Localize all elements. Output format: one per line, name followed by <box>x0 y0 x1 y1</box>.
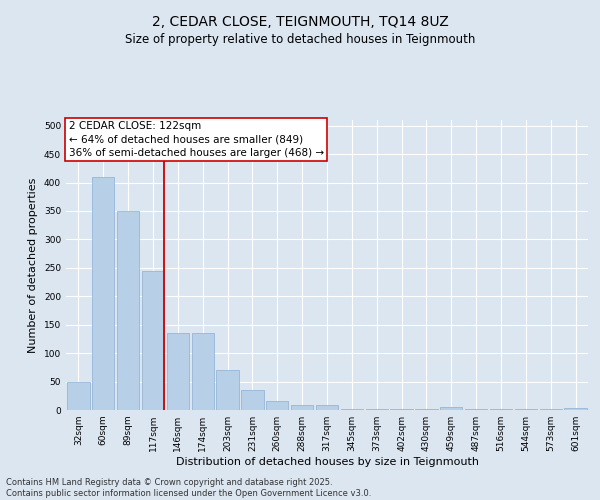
Bar <box>191 333 214 410</box>
Bar <box>415 409 437 410</box>
Bar <box>539 409 562 410</box>
Bar <box>565 408 587 410</box>
Bar <box>490 409 512 410</box>
Bar <box>92 177 115 410</box>
Bar <box>291 406 313 410</box>
Bar <box>465 409 487 410</box>
Bar <box>117 211 139 410</box>
X-axis label: Distribution of detached houses by size in Teignmouth: Distribution of detached houses by size … <box>176 457 479 467</box>
Bar <box>316 406 338 410</box>
Bar <box>365 409 388 410</box>
Text: 2, CEDAR CLOSE, TEIGNMOUTH, TQ14 8UZ: 2, CEDAR CLOSE, TEIGNMOUTH, TQ14 8UZ <box>152 15 448 29</box>
Text: Size of property relative to detached houses in Teignmouth: Size of property relative to detached ho… <box>125 32 475 46</box>
Bar <box>266 402 289 410</box>
Bar <box>167 333 189 410</box>
Bar <box>515 409 537 410</box>
Bar <box>241 390 263 410</box>
Text: 2 CEDAR CLOSE: 122sqm
← 64% of detached houses are smaller (849)
36% of semi-det: 2 CEDAR CLOSE: 122sqm ← 64% of detached … <box>68 122 324 158</box>
Bar <box>67 382 89 410</box>
Bar <box>440 407 463 410</box>
Bar <box>391 409 413 410</box>
Y-axis label: Number of detached properties: Number of detached properties <box>28 178 38 352</box>
Text: Contains HM Land Registry data © Crown copyright and database right 2025.
Contai: Contains HM Land Registry data © Crown c… <box>6 478 371 498</box>
Bar <box>341 409 363 410</box>
Bar <box>142 270 164 410</box>
Bar <box>217 370 239 410</box>
